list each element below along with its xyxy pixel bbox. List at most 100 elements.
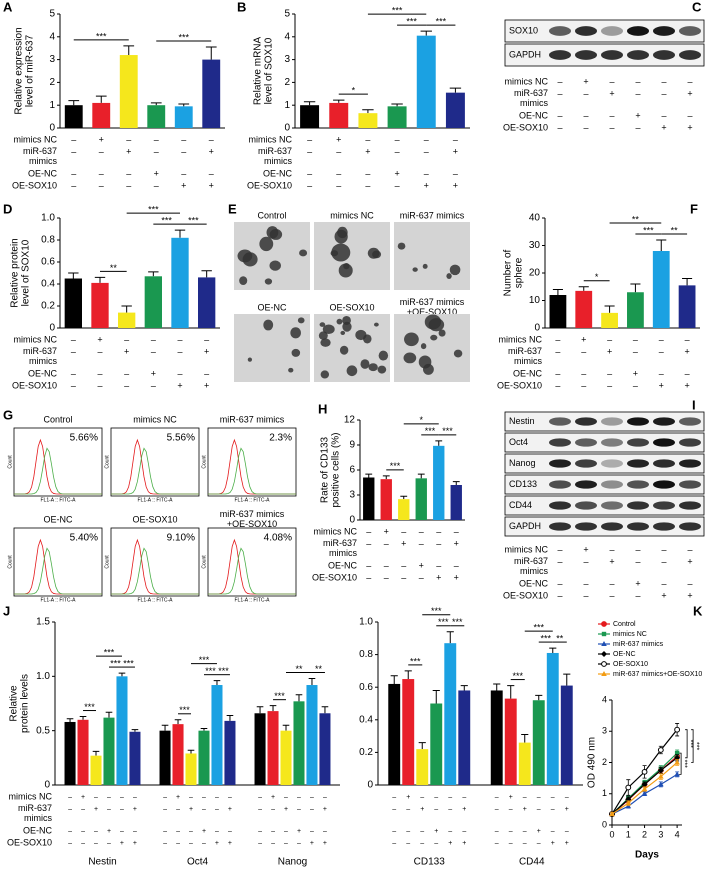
treatment-sign: + bbox=[154, 168, 159, 178]
treatment-sign: – bbox=[68, 794, 72, 801]
blot-band bbox=[627, 50, 649, 60]
significance-label: ** bbox=[671, 225, 679, 235]
treatment-sign: – bbox=[401, 572, 406, 582]
significance-label: *** bbox=[392, 5, 403, 15]
treatment-label: mimics NC bbox=[505, 544, 549, 554]
treatment-sign: – bbox=[448, 794, 452, 801]
error-bar bbox=[549, 647, 557, 653]
treatment-sign: – bbox=[202, 794, 206, 801]
blot-band bbox=[549, 438, 571, 447]
bar bbox=[430, 703, 443, 785]
sphere bbox=[247, 357, 253, 362]
treatment-sign: – bbox=[392, 794, 396, 801]
y-tick-label: 4 bbox=[284, 31, 290, 42]
legend-marker bbox=[601, 661, 607, 667]
error-bar bbox=[418, 742, 426, 750]
marker bbox=[641, 768, 648, 775]
significance-label: *** bbox=[406, 16, 417, 26]
significance-label: *** bbox=[178, 32, 189, 42]
bar bbox=[293, 701, 305, 785]
treatment-sign: – bbox=[633, 346, 638, 356]
sphere bbox=[397, 242, 406, 250]
y-tick-label: 20 bbox=[529, 268, 541, 279]
treatment-sign: + bbox=[406, 794, 410, 801]
sphere bbox=[430, 334, 438, 341]
y-axis-label: OD 490 nm bbox=[587, 737, 598, 788]
treatment-sign: – bbox=[607, 334, 612, 344]
panel-label: J bbox=[3, 603, 10, 618]
image-label: OE-NC bbox=[258, 302, 288, 312]
y-axis-label: Relative mRNAlevel of SOX10 bbox=[252, 37, 274, 106]
treatment-sign: – bbox=[81, 828, 85, 835]
treatment-sign: + bbox=[659, 380, 664, 390]
y-tick-label: 0 bbox=[49, 323, 55, 334]
treatment-sign: – bbox=[420, 794, 424, 801]
treatment-sign: – bbox=[204, 368, 209, 378]
plot-label: Control bbox=[43, 414, 72, 424]
treatment-sign: – bbox=[555, 380, 560, 390]
sphere bbox=[331, 243, 351, 262]
treatment-sign: – bbox=[384, 560, 389, 570]
treatment-sign: – bbox=[126, 180, 131, 190]
treatment-label: mimics NC bbox=[314, 526, 358, 536]
error-bar bbox=[131, 729, 139, 732]
treatment-sign: – bbox=[495, 828, 499, 835]
sphere bbox=[319, 322, 326, 327]
axis-label: FL1-A :: FITC-A bbox=[40, 597, 76, 603]
treatment-sign: – bbox=[71, 146, 76, 156]
treatment-sign: – bbox=[107, 794, 111, 801]
treatment-sign: – bbox=[366, 526, 371, 536]
error-bar bbox=[118, 672, 126, 677]
treatment-sign: – bbox=[395, 180, 400, 190]
treatment-sign: – bbox=[209, 168, 214, 178]
treatment-sign: + bbox=[81, 794, 85, 801]
blot-band bbox=[549, 480, 571, 489]
treatment-sign: – bbox=[68, 828, 72, 835]
bar bbox=[300, 105, 320, 128]
treatment-label: OE-SOX10 bbox=[12, 380, 57, 390]
error-bar bbox=[150, 102, 162, 106]
treatment-sign: – bbox=[420, 828, 424, 835]
treatment-sign: – bbox=[176, 828, 180, 835]
bar bbox=[398, 499, 410, 520]
treatment-sign: – bbox=[202, 806, 206, 813]
error-bar bbox=[92, 750, 100, 756]
treatment-sign: – bbox=[365, 180, 370, 190]
treatment-sign: – bbox=[392, 840, 396, 847]
bar bbox=[92, 102, 111, 128]
error-bar bbox=[68, 272, 79, 279]
significance-label: *** bbox=[110, 658, 121, 668]
treatment-sign: – bbox=[509, 840, 513, 847]
blot-band bbox=[627, 501, 649, 510]
treatment-sign: – bbox=[133, 828, 137, 835]
sphere bbox=[290, 327, 301, 339]
treatment-sign: – bbox=[284, 828, 288, 835]
error-bar bbox=[308, 678, 316, 686]
marker bbox=[625, 803, 632, 809]
treatment-sign: + bbox=[120, 840, 124, 847]
treatment-sign: – bbox=[395, 134, 400, 144]
treatment-sign: + bbox=[209, 146, 214, 156]
treatment-sign: – bbox=[154, 134, 159, 144]
treatment-sign: + bbox=[124, 346, 129, 356]
treatment-sign: – bbox=[189, 828, 193, 835]
treatment-sign: – bbox=[495, 840, 499, 847]
panel-label: D bbox=[3, 201, 12, 216]
treatment-label: miR-637 mimics bbox=[514, 556, 549, 576]
significance-label: *** bbox=[148, 204, 159, 214]
treatment-sign: – bbox=[523, 794, 527, 801]
y-tick-label: 1.0 bbox=[41, 213, 55, 224]
treatment-label: OE-NC bbox=[519, 110, 549, 120]
treatment-sign: – bbox=[384, 538, 389, 548]
bar bbox=[90, 755, 102, 785]
treatment-sign: – bbox=[228, 828, 232, 835]
treatment-label: miR-637 mimics bbox=[23, 146, 58, 166]
treatment-sign: – bbox=[310, 794, 314, 801]
treatment-sign: – bbox=[71, 380, 76, 390]
treatment-sign: – bbox=[659, 368, 664, 378]
blot-band bbox=[549, 26, 571, 36]
treatment-sign: – bbox=[635, 544, 640, 554]
treatment-label: OE-SOX10 bbox=[247, 180, 292, 190]
treatment-label: miR-637 mimics bbox=[514, 88, 549, 108]
axis-label: FL1-A :: FITC-A bbox=[234, 597, 270, 603]
